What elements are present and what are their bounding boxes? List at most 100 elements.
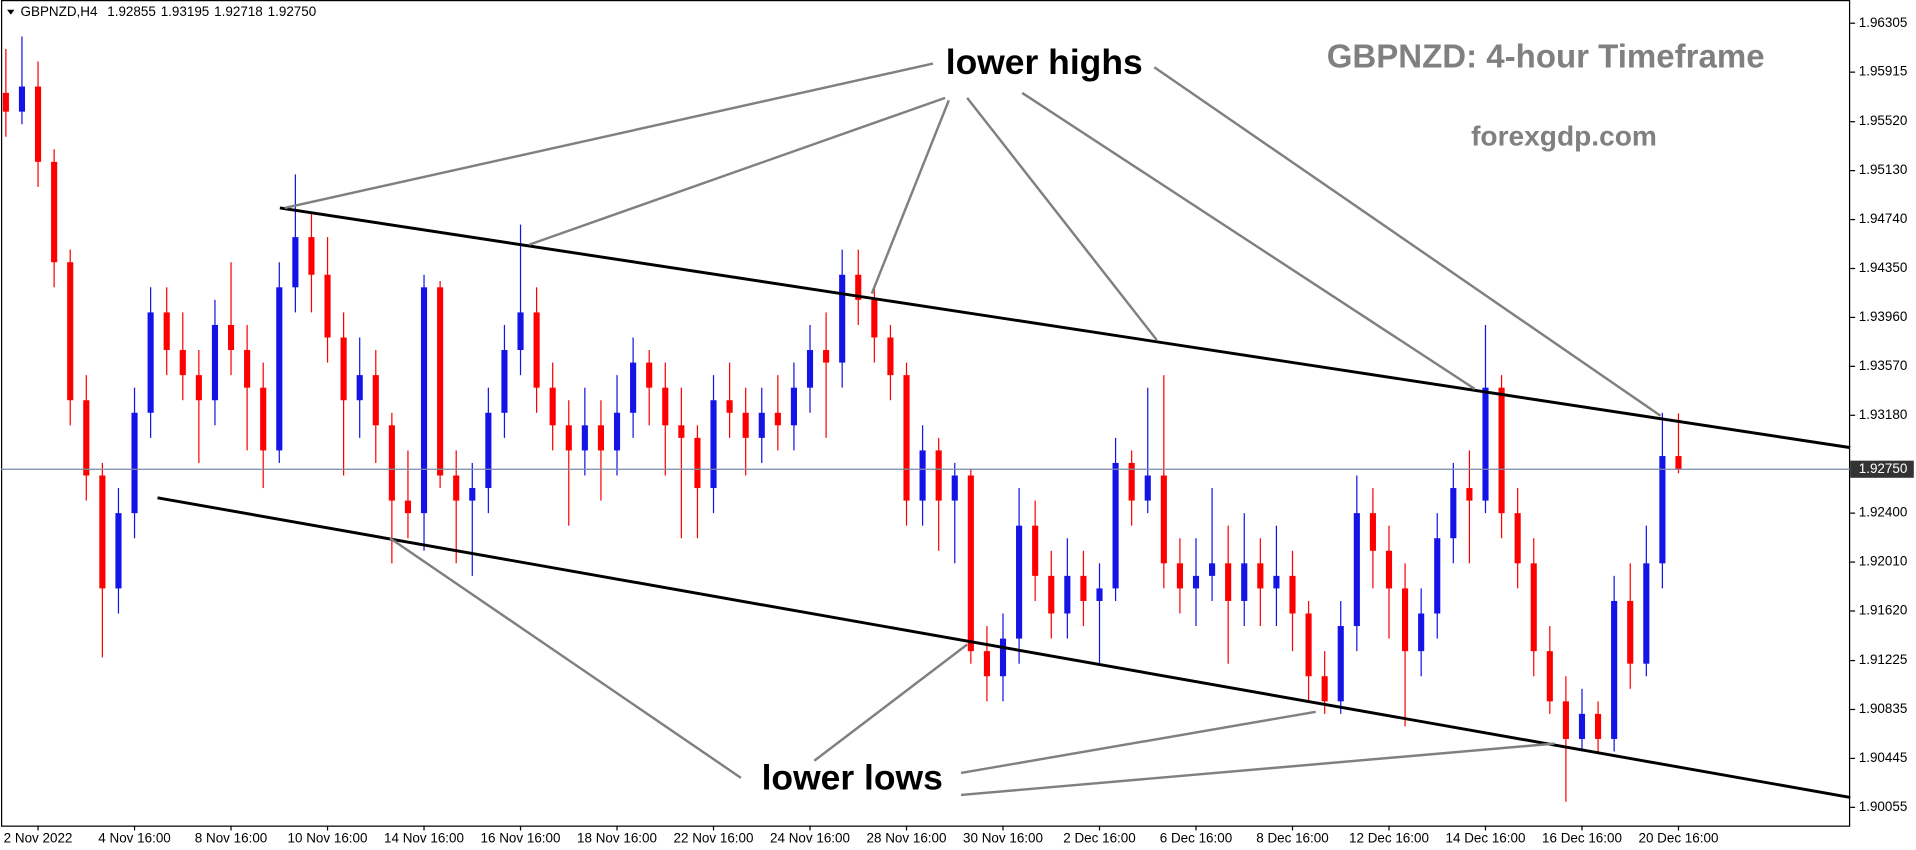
x-tick-label: 10 Nov 16:00 bbox=[288, 831, 368, 846]
candle-body bbox=[823, 350, 830, 363]
candle-body bbox=[565, 425, 572, 451]
current-price-box bbox=[1850, 460, 1914, 478]
pointer bbox=[966, 97, 1158, 341]
x-tick-label: 2 Nov 2022 bbox=[4, 831, 73, 846]
candle-body bbox=[163, 312, 170, 351]
candle-body bbox=[1209, 563, 1216, 576]
y-tick-label: 1.93570 bbox=[1859, 358, 1908, 373]
candle-body bbox=[951, 475, 958, 501]
pointer bbox=[389, 537, 742, 779]
candle-body bbox=[179, 350, 186, 376]
candle-body bbox=[276, 287, 283, 451]
menu-arrow bbox=[7, 9, 15, 15]
header-value: 1.92750 bbox=[268, 4, 317, 19]
x-tick-label: 16 Dec 16:00 bbox=[1542, 831, 1622, 846]
candle-body bbox=[211, 324, 219, 401]
x-tick-label: 4 Nov 16:00 bbox=[98, 831, 170, 846]
candle-body bbox=[1611, 600, 1618, 739]
y-tick-label: 1.93960 bbox=[1859, 309, 1908, 324]
candle-body bbox=[1595, 713, 1602, 739]
candle-body bbox=[790, 387, 797, 426]
candle-body bbox=[469, 488, 476, 501]
candle-body bbox=[630, 362, 637, 413]
candle-body bbox=[919, 450, 926, 501]
candle-body bbox=[1241, 563, 1248, 601]
candle-body bbox=[372, 375, 379, 426]
candle-body bbox=[1659, 456, 1666, 564]
candle-body bbox=[1096, 588, 1103, 601]
candle-body bbox=[1192, 575, 1200, 589]
candle-body bbox=[662, 387, 669, 426]
candle-body bbox=[1112, 462, 1119, 589]
candle-body bbox=[517, 312, 524, 351]
candle-body bbox=[340, 337, 347, 401]
plot-frame bbox=[0, 0, 1851, 827]
x-tick-label: 28 Nov 16:00 bbox=[867, 831, 947, 846]
chart-title: GBPNZD: 4-hour Timeframe bbox=[1327, 37, 1765, 74]
candle-body bbox=[1064, 575, 1071, 614]
x-tick-label: 30 Nov 16:00 bbox=[963, 831, 1043, 846]
lower-trendline bbox=[157, 496, 1851, 799]
candle-body bbox=[227, 324, 235, 351]
high-pointers bbox=[284, 62, 1662, 417]
x-tick-label: 24 Nov 16:00 bbox=[770, 831, 850, 846]
candle-body bbox=[726, 400, 733, 413]
candle-body bbox=[1337, 626, 1344, 702]
candle-body bbox=[903, 375, 910, 501]
chart-subtitle: forexgdp.com bbox=[1471, 121, 1657, 152]
candle-body bbox=[1016, 525, 1023, 639]
x-tick-label: 20 Dec 16:00 bbox=[1639, 831, 1719, 846]
candle-body bbox=[1225, 563, 1232, 601]
candle-body bbox=[678, 425, 685, 438]
candle-body bbox=[1434, 538, 1441, 614]
x-tick-label: 8 Dec 16:00 bbox=[1256, 831, 1328, 846]
header-value: 1.92718 bbox=[214, 4, 263, 19]
candle-body bbox=[260, 387, 267, 451]
candle-body bbox=[453, 475, 460, 501]
y-tick-label: 1.96305 bbox=[1859, 15, 1908, 30]
candle-body bbox=[1305, 613, 1312, 677]
candle-body bbox=[1578, 713, 1586, 739]
candle-body bbox=[404, 500, 412, 514]
candle-body bbox=[613, 412, 621, 451]
x-tick-label: 8 Nov 16:00 bbox=[195, 831, 267, 846]
low-pointers bbox=[389, 537, 1555, 797]
y-tick-label: 1.90445 bbox=[1859, 750, 1908, 765]
candle-body bbox=[1402, 588, 1409, 652]
candle-body bbox=[967, 475, 974, 652]
candle-body bbox=[742, 412, 749, 438]
candle-body bbox=[983, 651, 990, 677]
y-tick-label: 1.95130 bbox=[1859, 162, 1908, 177]
candle-body bbox=[1321, 676, 1328, 702]
annotation: lower lows bbox=[762, 758, 943, 798]
candle-body bbox=[1144, 475, 1151, 501]
x-tick-label: 14 Dec 16:00 bbox=[1446, 831, 1526, 846]
candle-body bbox=[1048, 575, 1055, 614]
y-tick-label: 1.91620 bbox=[1859, 603, 1908, 618]
candle-body bbox=[437, 287, 444, 476]
candle-body bbox=[356, 375, 363, 401]
pointer bbox=[1021, 91, 1476, 390]
candle-body bbox=[1627, 600, 1634, 664]
x-tick-label: 14 Nov 16:00 bbox=[384, 831, 464, 846]
pointer bbox=[870, 99, 950, 294]
candle-body bbox=[34, 86, 42, 162]
candle-body bbox=[324, 274, 331, 338]
candle-body bbox=[501, 350, 508, 413]
candle-body bbox=[774, 412, 781, 426]
candle-body bbox=[1353, 513, 1360, 627]
candle-body bbox=[1176, 563, 1183, 589]
y-tick-label: 1.94740 bbox=[1859, 211, 1908, 226]
candle-body bbox=[1418, 613, 1425, 652]
y-tick-label: 1.93180 bbox=[1859, 407, 1908, 422]
pointer bbox=[960, 710, 1316, 775]
y-tick-label: 1.92010 bbox=[1859, 554, 1908, 569]
candle-body bbox=[99, 475, 106, 589]
candle-body bbox=[1530, 563, 1537, 652]
candle-body bbox=[67, 262, 74, 401]
y-tick-label: 1.90835 bbox=[1859, 701, 1908, 716]
pointer bbox=[528, 96, 946, 246]
candle-body bbox=[871, 299, 878, 338]
